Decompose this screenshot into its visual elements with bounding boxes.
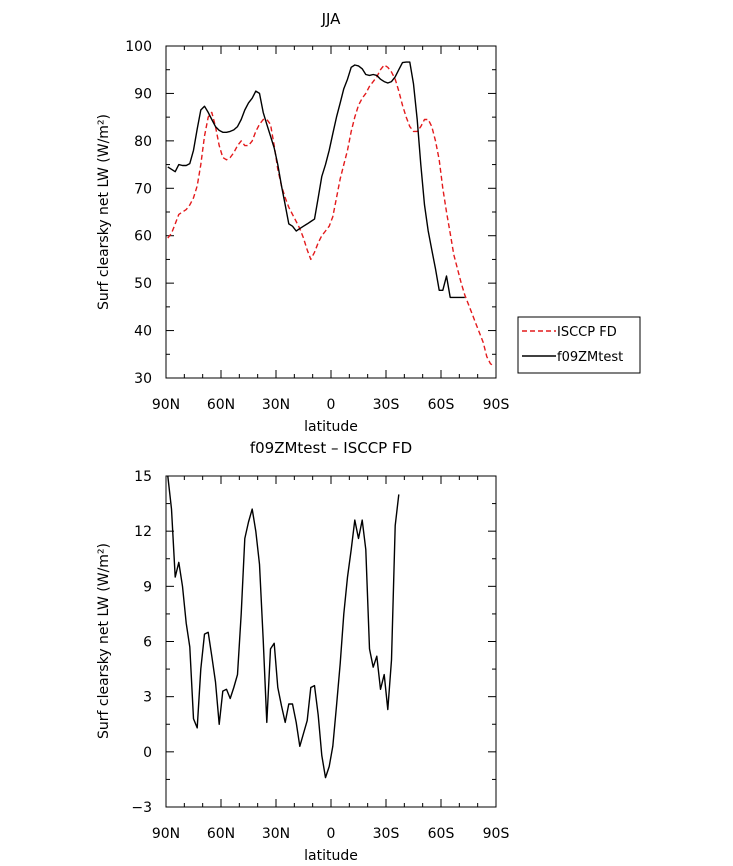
panel1-x-tick-label: 90S xyxy=(483,397,510,413)
panel1-series xyxy=(167,61,495,367)
panel2-y-tick-label: 3 xyxy=(143,690,152,706)
panel1-x-tick-label: 60S xyxy=(428,397,455,413)
panel1-y-tick-label: 70 xyxy=(134,181,152,197)
legend-label-model: f09ZMtest xyxy=(557,350,623,365)
panel2-x-tick-label: 60N xyxy=(207,826,235,842)
panel2-title: f09ZMtest – ISCCP FD xyxy=(250,439,412,457)
panel1-title: JJA xyxy=(321,10,342,28)
panel2-y-tick-label: 12 xyxy=(134,524,152,540)
panel2-y-axis-title: Surf clearsky net LW (W/m²) xyxy=(96,543,112,739)
panel1-y-tick-label: 40 xyxy=(134,324,152,340)
panel1-x-tick-label: 90N xyxy=(152,397,180,413)
panel1-y-tick-label: 60 xyxy=(134,229,152,245)
panel1-y-axis-title: Surf clearsky net LW (W/m²) xyxy=(96,114,112,310)
panel2-y-tick-label: 6 xyxy=(143,635,152,651)
panel2-y-tick-label: 9 xyxy=(143,579,152,595)
panel1-ticks: 30 40 50 60 70 80 90 100 90N 60N 30N 0 30S 60S 90S xyxy=(125,39,509,413)
panel2-ticks: −3 0 3 6 9 12 15 90N 60N 30N 0 30S 60S 90S xyxy=(131,469,509,842)
panel2-y-tick-label: 15 xyxy=(134,469,152,485)
panel1-y-tick-label: 90 xyxy=(134,86,152,102)
legend-label-isccp: ISCCP FD xyxy=(557,325,617,340)
panel1-series-line-isccp-fd xyxy=(167,64,495,367)
panel2-x-axis-title: latitude xyxy=(304,848,358,864)
panel2-x-tick-label: 60S xyxy=(428,826,455,842)
panel1-x-tick-label: 30N xyxy=(262,397,290,413)
panel1-x-tick-label: 60N xyxy=(207,397,235,413)
panel1-y-tick-label: 50 xyxy=(134,276,152,292)
panel2-x-tick-label: 90N xyxy=(152,826,180,842)
legend: ISCCP FD f09ZMtest xyxy=(517,316,641,374)
legend-box xyxy=(517,316,641,374)
panel1-x-axis-title: latitude xyxy=(304,419,358,435)
panel2-x-tick-label: 30N xyxy=(262,826,290,842)
panel2-x-tick-label: 0 xyxy=(327,826,336,842)
panel2-y-tick-label: 0 xyxy=(143,745,152,761)
panel2-x-tick-label: 30S xyxy=(373,826,400,842)
panel1-x-tick-label: 30S xyxy=(373,397,400,413)
panel1-y-tick-label: 80 xyxy=(134,134,152,150)
panel1-x-tick-label: 0 xyxy=(327,397,336,413)
panel2-y-tick-label: −3 xyxy=(131,800,152,816)
panel1-y-tick-label: 100 xyxy=(125,39,152,55)
panel2-x-tick-label: 90S xyxy=(483,826,510,842)
panel1-y-tick-label: 30 xyxy=(134,371,152,387)
panel2-series xyxy=(167,475,400,779)
panel1-series-line-f09zmtest xyxy=(167,61,465,299)
panel2-series-line-difference xyxy=(167,475,400,779)
